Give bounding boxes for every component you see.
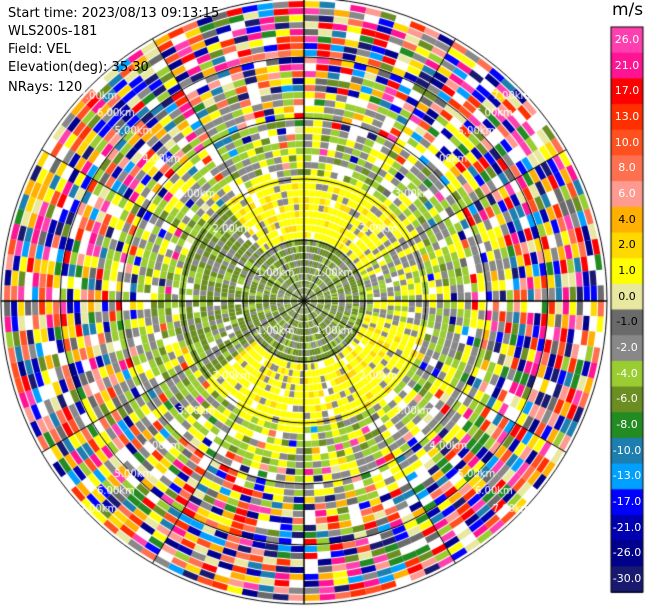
colorbar-tick-label: -26.0 [612,546,642,560]
colorbar-tick-label: -13.0 [612,469,642,483]
colorbar-tick-label: 8.0 [618,161,636,175]
colorbar-tick-label: -10.0 [612,443,642,457]
colorbar-tick-label: -4.0 [616,366,638,380]
colorbar-tick-label: 2.0 [618,238,636,252]
colorbar-tick-label: -8.0 [616,418,638,432]
nrays-label: NRays: 120 [8,80,83,95]
colorbar-tick-label: 17.0 [614,84,640,98]
colorbar-tick-label: 13.0 [614,109,640,123]
colorbar-unit: m/s [612,0,644,20]
field-label: Field: VEL [8,42,71,57]
colorbar-tick-label: 6.0 [618,186,636,200]
colorbar-tick-label: -21.0 [612,520,642,534]
colorbar-tick-label: 21.0 [614,58,640,72]
colorbar-tick-label: 0.0 [618,289,636,303]
colorbar-tick-label: -1.0 [616,315,638,329]
start-time-label: Start time: 2023/08/13 09:13:15 [8,6,220,21]
colorbar-tick-label: 26.0 [614,32,640,46]
colorbar-tick-label: -17.0 [612,495,642,509]
colorbar-tick-label: 10.0 [614,135,640,149]
colorbar-tick-label: -6.0 [616,392,638,406]
colorbar-tick-label: 1.0 [618,263,636,277]
elevation-label: Elevation(deg): 35.30 [8,60,149,75]
colorbar-tick-label: -30.0 [612,572,642,586]
colorbar-tick-label: 4.0 [618,212,636,226]
colorbar-tick-label: -2.0 [616,341,638,355]
station-label: WLS200s-181 [8,24,98,39]
